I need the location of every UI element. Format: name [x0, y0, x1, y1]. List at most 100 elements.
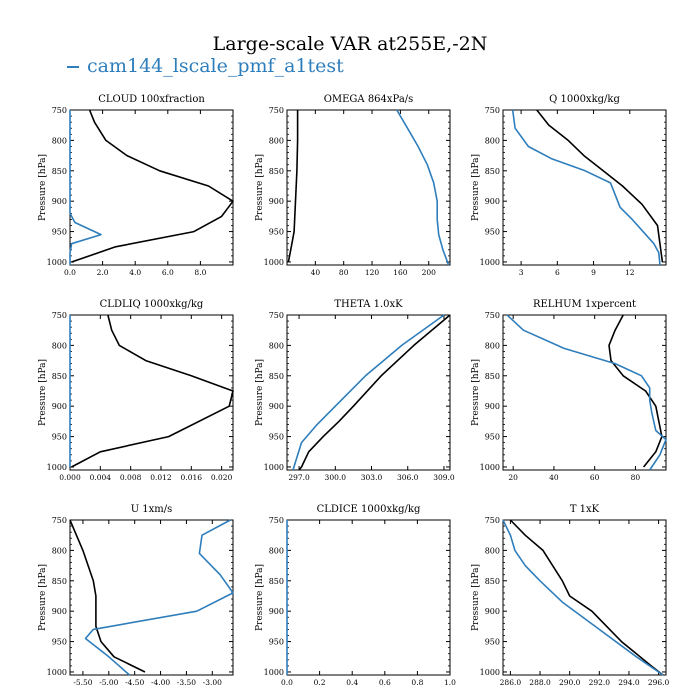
- x-tick-label: 120: [365, 268, 380, 277]
- y-axis-label: Pressure [hPa]: [38, 359, 48, 426]
- y-tick-label: 800: [52, 136, 67, 145]
- y-tick-label: 950: [485, 228, 500, 237]
- x-tick-label: 4.0: [129, 268, 141, 277]
- x-tick-label: 0.016: [181, 473, 203, 482]
- plot-frame: [69, 519, 234, 676]
- chart-panel: CLOUD 100xfraction 750 800 850 900 950 1000 Pre…: [38, 94, 234, 277]
- x-tick-label: 12: [625, 268, 635, 277]
- x-tick-label: 286.0: [500, 678, 522, 687]
- legend-line-swatch: [67, 66, 79, 68]
- x-tick-label: 306.0: [397, 473, 419, 482]
- x-tick-label: 3: [519, 268, 524, 277]
- series-line-model: [292, 314, 445, 471]
- x-tick-label: 40: [549, 473, 559, 482]
- x-tick-label: -3.50: [177, 678, 196, 687]
- plot-frame: [286, 314, 451, 471]
- x-tick-label: 80: [631, 473, 641, 482]
- y-axis-label: Pressure [hPa]: [255, 564, 265, 631]
- panel-title: U 1xm/s: [131, 504, 173, 515]
- y-tick-label: 750: [52, 311, 67, 320]
- x-tick-label: 288.0: [529, 678, 551, 687]
- figure-title: Large-scale VAR at255E,-2N: [212, 33, 488, 55]
- y-tick-label: 1000: [480, 463, 500, 472]
- series-line-model: [502, 519, 664, 676]
- y-axis-label: Pressure [hPa]: [471, 564, 481, 631]
- y-tick-label: 900: [52, 607, 67, 616]
- y-axis-label: Pressure [hPa]: [38, 564, 48, 631]
- y-axis-label: Pressure [hPa]: [255, 154, 265, 221]
- y-tick-label: 750: [485, 516, 500, 525]
- panel-title: RELHUM 1xpercent: [533, 299, 636, 310]
- series-line-model: [69, 110, 102, 265]
- x-tick-label: 0.4: [346, 678, 358, 687]
- x-tick-label: -5.50: [73, 678, 92, 687]
- y-tick-label: 900: [269, 402, 284, 411]
- panel-title: THETA 1.0xK: [334, 299, 403, 310]
- panel-title: Q 1000xkg/kg: [549, 94, 620, 105]
- y-tick-label: 850: [52, 167, 67, 176]
- x-tick-label: 200: [422, 268, 437, 277]
- y-tick-label: 800: [52, 546, 67, 555]
- y-tick-label: 800: [485, 341, 500, 350]
- series-line-black: [509, 519, 664, 676]
- x-tick-label: 40: [311, 268, 321, 277]
- y-axis-label: Pressure [hPa]: [255, 359, 265, 426]
- y-tick-label: 800: [269, 546, 284, 555]
- x-tick-label: 6: [555, 268, 560, 277]
- x-tick-label: 0.6: [379, 678, 391, 687]
- plot-frame: [286, 519, 451, 676]
- chart-panel: CLDLIQ 1000xkg/kg 750 800 850 900 950 1000 Pres…: [38, 299, 234, 482]
- x-tick-label: -5.00: [99, 678, 118, 687]
- y-tick-label: 900: [269, 197, 284, 206]
- y-tick-label: 1000: [47, 463, 67, 472]
- y-tick-label: 850: [52, 372, 67, 381]
- y-tick-label: 750: [485, 311, 500, 320]
- x-tick-label: 0.004: [90, 473, 112, 482]
- y-tick-label: 950: [52, 638, 67, 647]
- chart-panel: CLDICE 1000xkg/kg 750 800 850 900 950 1000 Pres…: [255, 504, 456, 687]
- series-line-black: [608, 314, 663, 468]
- x-tick-label: 1.0: [444, 678, 456, 687]
- series-line-black: [71, 314, 234, 468]
- legend-label: cam144_lscale_pmf_a1test: [87, 55, 344, 77]
- x-tick-label: 60: [590, 473, 600, 482]
- x-tick-label: 292.0: [589, 678, 611, 687]
- y-tick-label: 800: [485, 546, 500, 555]
- x-tick-label: 309.0: [433, 473, 455, 482]
- y-tick-label: 850: [269, 167, 284, 176]
- y-tick-label: 800: [485, 136, 500, 145]
- chart-panel: Q 1000xkg/kg 750 800 850 900 950 1000 Pressure …: [471, 94, 667, 277]
- x-tick-label: 296.0: [648, 678, 670, 687]
- plot-frame: [502, 109, 667, 266]
- y-tick-label: 850: [485, 167, 500, 176]
- series-line-model: [396, 109, 450, 266]
- y-tick-label: 950: [52, 433, 67, 442]
- x-tick-label: -4.00: [151, 678, 170, 687]
- y-tick-label: 1000: [264, 258, 284, 267]
- y-tick-label: 750: [269, 516, 284, 525]
- panel-title: T 1xK: [570, 504, 600, 515]
- legend: cam144_lscale_pmf_a1test: [67, 55, 344, 77]
- x-tick-label: 297.0: [288, 473, 310, 482]
- plot-frame: [69, 314, 234, 471]
- series-line-model: [506, 314, 667, 471]
- x-tick-label: 2.0: [97, 268, 109, 277]
- x-tick-label: -4.50: [125, 678, 144, 687]
- plot-frame: [69, 109, 234, 266]
- series-line-model: [84, 519, 234, 676]
- y-tick-label: 950: [485, 433, 500, 442]
- y-tick-label: 850: [485, 577, 500, 586]
- x-tick-label: 303.0: [361, 473, 383, 482]
- x-tick-label: 9: [591, 268, 596, 277]
- x-tick-label: 0.020: [211, 473, 233, 482]
- x-tick-label: 0.000: [59, 473, 81, 482]
- y-tick-label: 850: [269, 577, 284, 586]
- x-tick-label: 0.2: [314, 678, 326, 687]
- y-tick-label: 950: [485, 638, 500, 647]
- y-axis-label: Pressure [hPa]: [38, 154, 48, 221]
- y-tick-label: 800: [269, 136, 284, 145]
- x-tick-label: -3.00: [203, 678, 222, 687]
- y-tick-label: 750: [52, 516, 67, 525]
- chart-panel: THETA 1.0xK 750 800 850 900 950 1000 Pressure […: [255, 299, 455, 482]
